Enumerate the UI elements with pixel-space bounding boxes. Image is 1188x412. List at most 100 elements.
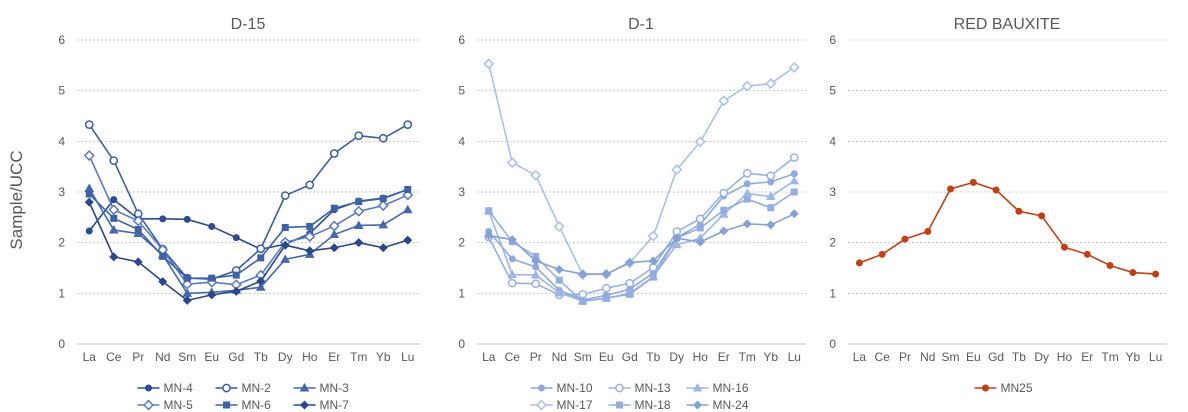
data-point xyxy=(766,171,776,181)
data-point xyxy=(159,252,167,260)
data-point xyxy=(507,269,518,279)
x-tick-label: Dy xyxy=(669,350,684,364)
data-point xyxy=(354,238,364,248)
y-tick-label: 1 xyxy=(829,286,836,300)
data-point xyxy=(530,169,542,181)
data-point xyxy=(531,256,541,266)
data-point xyxy=(507,278,517,288)
x-tick-label: Er xyxy=(1081,350,1093,364)
data-point xyxy=(992,186,1000,194)
legend-item: MN-6 xyxy=(215,398,271,412)
data-point xyxy=(109,252,119,262)
data-point xyxy=(353,205,365,217)
y-tick-label: 2 xyxy=(458,236,465,250)
data-point xyxy=(695,214,705,224)
legend-label: MN-13 xyxy=(635,381,671,395)
data-point xyxy=(719,226,729,236)
series-line xyxy=(488,213,795,275)
y-tick-label: 6 xyxy=(829,33,836,47)
x-tick-label: Lu xyxy=(788,350,801,364)
data-point xyxy=(696,224,704,232)
data-point xyxy=(328,220,340,232)
data-point xyxy=(924,228,932,236)
data-point xyxy=(378,133,388,143)
data-point xyxy=(742,219,752,229)
data-point xyxy=(84,120,94,129)
data-point xyxy=(1038,212,1046,220)
data-point xyxy=(208,274,216,282)
x-tick-label: Gd xyxy=(988,350,1004,364)
data-point xyxy=(377,200,389,212)
data-point xyxy=(403,120,413,129)
legend-label: MN-18 xyxy=(635,398,671,412)
data-point xyxy=(404,185,412,193)
data-point xyxy=(672,233,682,243)
chart-3: RED BAUXITE 0 1 2 3 4 5 6 La Ce Pr Nd Sm Eu Gd Tb Dy Ho Er… xyxy=(829,16,1167,395)
data-point xyxy=(108,224,119,234)
legend-marker xyxy=(692,400,703,410)
data-point xyxy=(83,150,95,161)
y-tick-label: 0 xyxy=(829,337,836,351)
chart-title: D-1 xyxy=(628,16,654,33)
data-point xyxy=(281,223,289,231)
legend-item: MN-3 xyxy=(293,381,349,395)
x-tick-label: Tb xyxy=(254,350,268,364)
x-tick-label: Ce xyxy=(875,350,891,364)
series-line xyxy=(488,173,795,301)
data-point xyxy=(158,277,168,287)
data-point xyxy=(507,235,517,245)
legend-marker xyxy=(616,401,623,409)
chart-1: D-15 0 1 2 3 4 5 6 La Ce Pr Nd Sm Eu Gd Tb Dy Ho Er Tm Yb Lu M… xyxy=(58,16,420,412)
series-mn-18 xyxy=(485,188,798,305)
data-point xyxy=(353,220,364,229)
x-tick-label: Sm xyxy=(178,350,196,364)
x-tick-label: Eu xyxy=(966,350,981,364)
data-point xyxy=(329,229,340,239)
legend-marker xyxy=(536,399,547,411)
data-point xyxy=(1129,269,1137,277)
series-mn-6 xyxy=(85,185,412,282)
x-tick-label: La xyxy=(853,350,867,364)
data-point xyxy=(578,269,588,279)
data-point xyxy=(790,188,798,196)
y-tick-label: 5 xyxy=(458,84,465,98)
data-point xyxy=(789,209,799,219)
x-tick-label: Tm xyxy=(739,350,756,364)
data-point xyxy=(304,231,316,243)
x-tick-label: Er xyxy=(328,350,340,364)
series-mn-17 xyxy=(483,58,800,281)
legend-label: MN-10 xyxy=(557,381,593,395)
data-point xyxy=(402,204,413,214)
legend-marker xyxy=(982,384,989,392)
legend-item: MN-17 xyxy=(530,398,593,412)
data-point xyxy=(402,189,414,201)
data-point xyxy=(720,206,728,214)
legend-label: MN-24 xyxy=(713,398,749,412)
x-tick-label: Sm xyxy=(574,350,592,364)
x-tick-label: Gd xyxy=(228,350,244,364)
y-tick-label: 6 xyxy=(58,33,65,47)
y-tick-label: 0 xyxy=(458,337,465,351)
data-point xyxy=(1015,207,1023,215)
data-point xyxy=(208,222,216,230)
data-point xyxy=(554,265,564,275)
data-point xyxy=(947,185,955,193)
legend-item: MN-10 xyxy=(530,381,593,395)
data-point xyxy=(649,273,657,281)
data-point xyxy=(85,190,93,198)
data-point xyxy=(648,256,658,266)
x-tick-label: Tm xyxy=(350,350,367,364)
x-tick-label: Sm xyxy=(942,350,960,364)
data-point xyxy=(671,239,682,249)
y-tick-label: 5 xyxy=(58,84,65,98)
x-tick-label: Pr xyxy=(132,350,144,364)
data-point xyxy=(626,290,634,298)
x-tick-label: Tm xyxy=(1101,350,1118,364)
y-tick-label: 3 xyxy=(58,185,65,199)
data-point xyxy=(1106,261,1114,269)
x-tick-label: Nd xyxy=(552,350,567,364)
data-point xyxy=(742,168,752,178)
data-point xyxy=(555,276,563,284)
data-point xyxy=(1083,250,1091,258)
